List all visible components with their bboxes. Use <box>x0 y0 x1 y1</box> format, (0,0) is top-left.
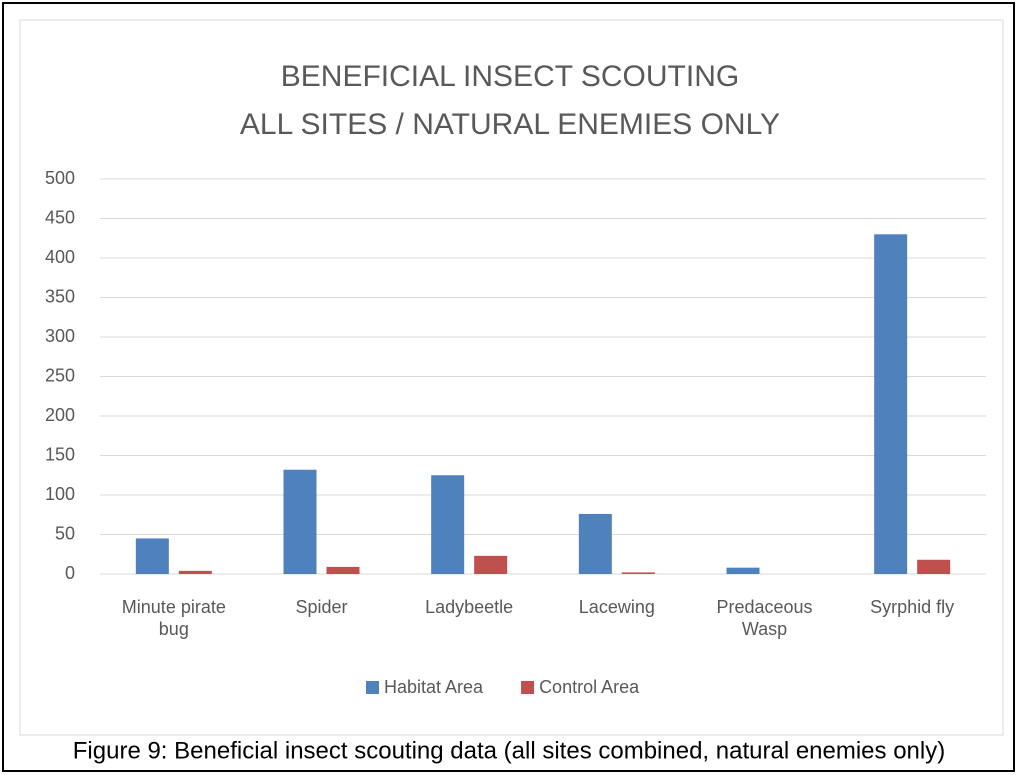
x-tick-label: Syrphid fly <box>870 597 955 617</box>
bar <box>326 566 360 574</box>
bar <box>874 234 908 575</box>
y-tick-label: 500 <box>45 168 75 188</box>
chart-title: ALL SITES / NATURAL ENEMIES ONLY <box>240 108 780 141</box>
y-tick-label: 100 <box>45 484 75 504</box>
bar <box>178 570 212 574</box>
y-tick-label: 450 <box>45 207 75 227</box>
y-tick-label: 150 <box>45 444 75 464</box>
bar <box>474 555 508 574</box>
y-tick-label: 50 <box>55 523 75 543</box>
x-tick-label: Predaceous Wasp <box>716 597 813 639</box>
x-tick-label: Lacewing <box>578 597 655 617</box>
bar <box>431 475 465 574</box>
y-tick-label: 250 <box>45 365 75 385</box>
y-tick-label: 300 <box>45 326 75 346</box>
caption: Figure 9: Beneficial insect scouting dat… <box>73 737 945 764</box>
bar <box>621 572 655 574</box>
y-tick-label: 200 <box>45 405 75 425</box>
bar <box>578 513 612 574</box>
legend-label: Control Area <box>539 677 640 697</box>
bar <box>283 469 317 574</box>
chart-title: BENEFICIAL INSECT SCOUTING <box>281 60 739 93</box>
bar <box>726 567 760 574</box>
x-tick-label: Minute pirate bug <box>121 597 226 639</box>
legend-swatch <box>521 681 535 694</box>
x-tick-label: Ladybeetle <box>425 597 514 617</box>
legend-swatch <box>366 681 379 694</box>
y-tick-label: 0 <box>65 563 75 583</box>
y-tick-label: 400 <box>45 247 75 267</box>
y-tick-label: 350 <box>45 286 75 306</box>
legend-label: Habitat Area <box>384 677 484 697</box>
bar <box>135 538 169 574</box>
chart-border <box>19 19 1004 736</box>
x-tick-label: Spider <box>295 597 348 617</box>
bar <box>917 559 951 574</box>
